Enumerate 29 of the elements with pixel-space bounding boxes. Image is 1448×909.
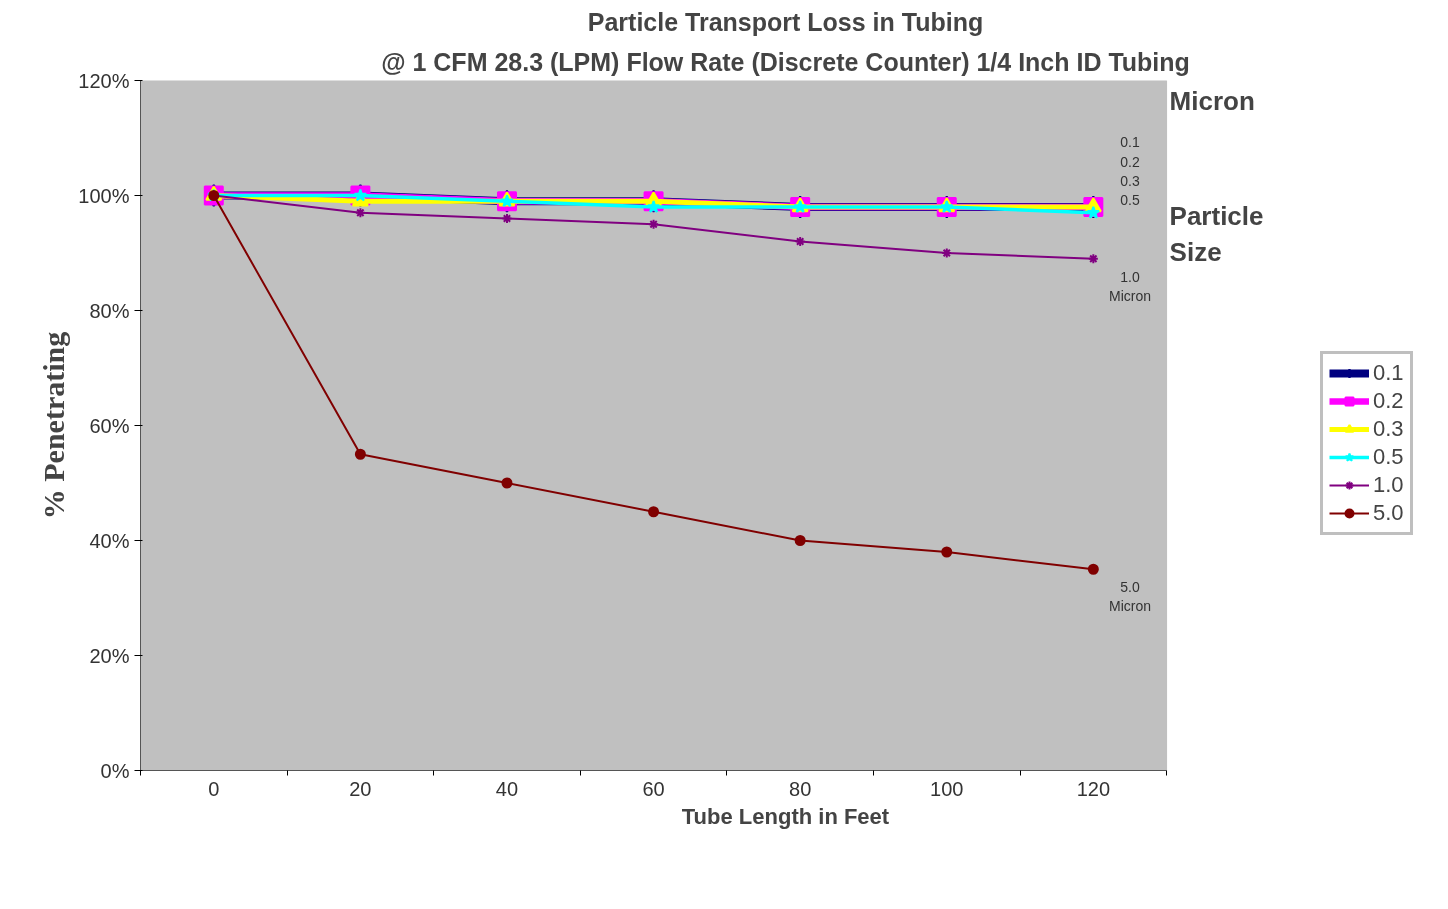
y-tick-label: 0% [100,759,130,782]
y-tick-label: 120% [78,69,130,92]
x-tick-label: 20 [349,777,372,800]
x-tick-label: 60 [642,777,665,800]
chart-title: Particle Transport Loss in Tubing [587,7,984,36]
annotation: 0.1 0.2 0.3 0.5 [1120,134,1140,208]
y-tick-label: 80% [89,299,130,322]
legend-label: 0.5 [1373,444,1404,470]
x-tick-label: 120 [1076,777,1111,800]
x-tick-label: 40 [495,777,519,800]
chart-subtitle: @ 1 CFM 28.3 (LPM) Flow Rate (Discrete Counter) 1/4 Inch ID Tubing [381,47,1190,76]
annotation: 1.0 Micron [1108,268,1151,304]
y-tick-label: 100% [78,184,130,207]
x-tick-label: 80 [789,777,812,800]
y-tick-label: 60% [89,414,130,437]
legend-label: 0.3 [1373,416,1404,442]
y-axis-title: % Penetrating [37,331,71,520]
x-tick-label: 0 [208,777,220,800]
legend-label: 0.2 [1373,388,1404,414]
y-tick-label: 20% [89,644,130,667]
legend-label: 5.0 [1373,500,1404,526]
legend-label: 0.1 [1373,360,1404,386]
annotation: 5.0 Micron [1108,579,1151,615]
x-tick-label: 100 [930,777,964,800]
legend-label: 1.0 [1373,472,1404,498]
text: Particle Size [1169,201,1264,268]
x-axis-title: Tube Length in Feet [681,803,890,829]
y-tick-label: 40% [89,529,130,552]
text: Micron [1169,86,1255,117]
